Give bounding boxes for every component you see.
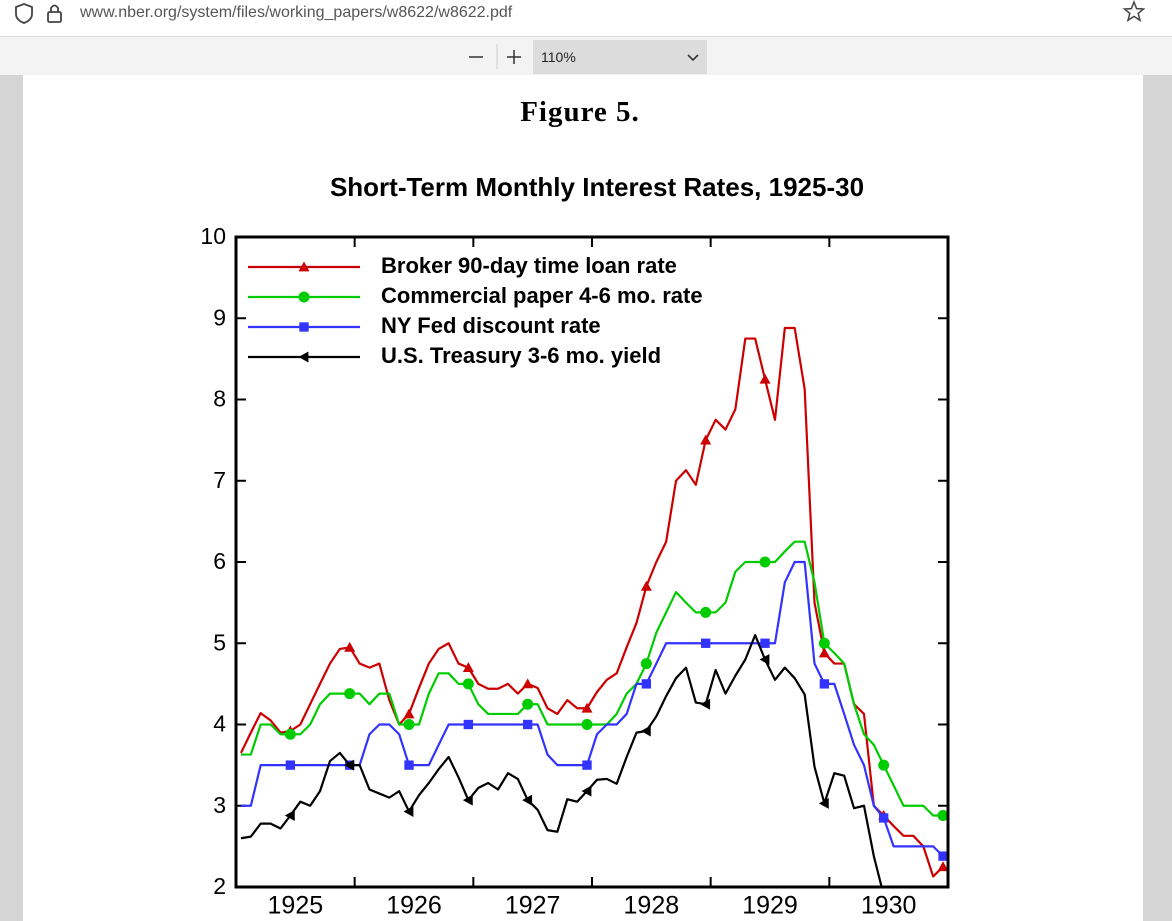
- legend-marker: [299, 322, 309, 332]
- marker: [581, 719, 593, 730]
- bookmark-star[interactable]: [1122, 0, 1146, 24]
- marker: [581, 702, 593, 713]
- marker: [759, 373, 771, 384]
- marker: [937, 810, 948, 821]
- marker: [700, 698, 711, 710]
- marker: [818, 637, 830, 649]
- marker: [284, 728, 296, 740]
- marker: [818, 797, 829, 809]
- zoom-level: 110%: [541, 49, 576, 65]
- marker: [879, 813, 889, 823]
- y-tick-label: 6: [213, 548, 226, 574]
- y-tick-label: 10: [200, 223, 226, 249]
- marker: [462, 662, 474, 673]
- series-line: [239, 326, 944, 878]
- legend-marker: [298, 291, 310, 303]
- marker: [344, 688, 356, 700]
- url[interactable]: www.nber.org/system/files/working_papers…: [80, 4, 513, 21]
- marker: [404, 760, 414, 770]
- marker: [522, 794, 533, 806]
- series-line: [240, 560, 944, 857]
- marker: [285, 760, 296, 770]
- pdf-toolbar: 110%: [0, 37, 1172, 75]
- marker: [700, 606, 712, 618]
- legend-label: NY Fed discount rate: [381, 313, 601, 338]
- zoom-buttons[interactable]: [466, 37, 526, 75]
- marker: [284, 810, 295, 821]
- marker: [344, 759, 355, 771]
- marker: [640, 580, 652, 591]
- marker: [462, 794, 473, 806]
- site-icons: [15, 3, 62, 24]
- marker: [878, 759, 890, 771]
- marker: [818, 647, 830, 658]
- marker: [641, 679, 652, 689]
- legend-marker: [298, 351, 309, 363]
- marker: [522, 678, 534, 689]
- marker: [759, 654, 770, 665]
- marker: [403, 805, 414, 817]
- x-tick-label: 1927: [505, 892, 561, 920]
- marker: [760, 638, 770, 648]
- x-tick-label: 1926: [386, 892, 442, 920]
- x-tick-label: 1930: [861, 892, 917, 920]
- marker: [403, 708, 415, 719]
- marker: [700, 434, 712, 445]
- x-tick-label: 1928: [624, 892, 680, 920]
- x-tick-label: 1929: [742, 892, 798, 920]
- marker: [581, 785, 592, 797]
- y-tick-label: 3: [213, 792, 226, 818]
- y-tick-label: 2: [213, 873, 226, 899]
- legend-marker: [298, 261, 310, 272]
- marker: [463, 719, 474, 730]
- marker: [937, 861, 948, 872]
- y-tick-label: 4: [213, 711, 226, 737]
- zoom-select[interactable]: 110%: [533, 40, 707, 74]
- y-tick-label: 9: [213, 304, 226, 330]
- x-tick-label: 1925: [268, 892, 324, 920]
- legend-label: Commercial paper 4-6 mo. rate: [381, 283, 703, 308]
- chart-title: Short-Term Monthly Interest Rates, 1925-…: [330, 172, 864, 202]
- marker: [640, 658, 652, 670]
- legend-label: U.S. Treasury 3-6 mo. yield: [381, 343, 661, 368]
- marker: [403, 719, 415, 730]
- y-tick-label: 7: [213, 467, 226, 493]
- marker: [462, 678, 474, 690]
- marker: [938, 851, 948, 861]
- marker: [523, 719, 533, 730]
- pdf-page: [23, 75, 1143, 921]
- plot-frame: [234, 235, 950, 889]
- marker: [819, 679, 830, 689]
- marker: [344, 641, 356, 652]
- marker: [759, 556, 771, 568]
- y-tick-label: 5: [213, 629, 226, 655]
- figure-caption: Figure 5.: [520, 96, 640, 128]
- marker: [582, 760, 592, 770]
- y-tick-label: 8: [213, 386, 226, 412]
- address-bar: www.nber.org/system/files/working_papers…: [0, 0, 1172, 37]
- marker: [640, 725, 651, 737]
- marker: [701, 638, 711, 648]
- marker: [522, 698, 534, 710]
- plot-area: [239, 326, 948, 887]
- legend-label: Broker 90-day time loan rate: [381, 253, 677, 278]
- chevron: [687, 54, 699, 62]
